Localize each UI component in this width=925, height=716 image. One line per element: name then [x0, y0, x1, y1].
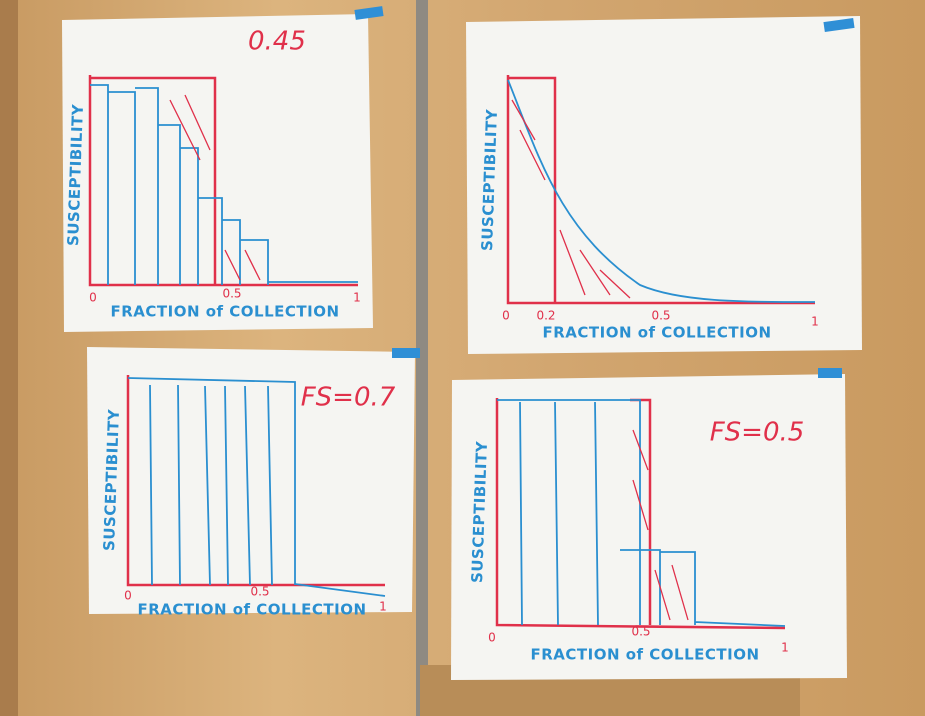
tape	[392, 348, 420, 358]
x-label: FRACTION of COLLECTION	[530, 646, 759, 664]
poster: SUSCEPTIBILITY FRACTION of COLLECTION 0 …	[466, 16, 862, 354]
hatching	[169, 94, 261, 281]
paper	[466, 16, 862, 354]
tape	[354, 6, 384, 20]
x-tick-label: 0	[89, 291, 97, 305]
curve	[507, 79, 816, 303]
axes	[506, 75, 815, 305]
poster: FS=0.7 SUSCEPTIBILITY FRACTION of COLLEC…	[87, 347, 420, 619]
x-tick-label: 0.5	[651, 309, 670, 323]
x-tick-label: 1	[811, 315, 819, 329]
hatching	[511, 99, 631, 299]
x-label: FRACTION of COLLECTION	[110, 303, 339, 321]
divider	[416, 0, 428, 716]
bars	[127, 377, 386, 597]
y-label: SUSCEPTIBILITY	[468, 440, 491, 583]
tape	[823, 17, 855, 33]
paper	[62, 14, 373, 332]
tape	[818, 368, 842, 378]
x-tick-label: 0	[502, 309, 510, 323]
annotation: 0.45	[248, 27, 306, 57]
x-tick-label: 0.5	[631, 625, 650, 639]
x-tick-label: 0.5	[222, 287, 241, 301]
paper	[87, 347, 415, 614]
hatching	[632, 429, 689, 621]
y-label: SUSCEPTIBILITY	[100, 408, 123, 551]
y-label: SUSCEPTIBILITY	[64, 103, 87, 246]
poster: FS=0.5 SUSCEPTIBILITY FRACTION of COLLEC…	[451, 368, 847, 680]
x-tick-label: 0	[488, 631, 496, 645]
x-tick-label: 0	[124, 589, 132, 603]
wall-edge	[0, 0, 18, 716]
y-label: SUSCEPTIBILITY	[478, 108, 501, 251]
x-tick-label: 1	[379, 600, 387, 614]
bars	[90, 84, 358, 285]
bars	[497, 399, 786, 627]
annotation: FS=0.7	[301, 383, 396, 413]
annotation: FS=0.5	[710, 418, 805, 448]
x-tick-label: 0.5	[250, 585, 269, 599]
x-tick-label: 1	[781, 641, 789, 655]
poster: 0.45 SUSCEPTIBILITY FRACTION of COLLECTI…	[62, 6, 384, 332]
x-label: FRACTION of COLLECTION	[542, 324, 771, 342]
x-tick-label: 1	[353, 291, 361, 305]
x-label: FRACTION of COLLECTION	[137, 601, 366, 619]
x-tick-label: 0.2	[536, 309, 555, 323]
